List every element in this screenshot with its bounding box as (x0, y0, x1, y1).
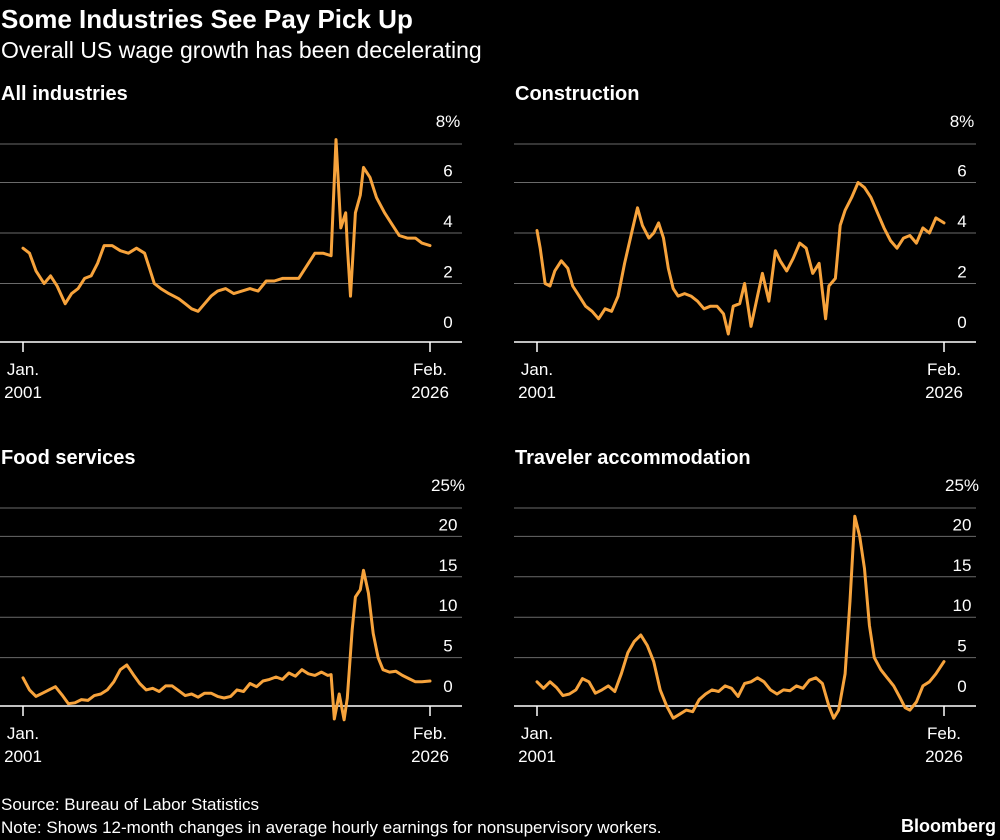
series-line (535, 181, 946, 336)
x-tick-label-year: 2026 (411, 383, 449, 402)
y-tick-label: 15 (439, 556, 458, 575)
chart-all-industries: 8% 6 4 2 0 Jan. 2001 Feb. 2026 (0, 112, 462, 402)
x-tick-label-year: 2001 (518, 383, 556, 402)
x-tick-label-month: Feb. (927, 360, 961, 379)
y-tick-label: 0 (443, 313, 452, 332)
panel-title-traveler-accommodation: Traveler accommodation (515, 447, 751, 469)
y-tick-label: 20 (953, 515, 972, 534)
y-tick-label: 10 (439, 596, 458, 615)
x-tick-label-year: 2001 (518, 747, 556, 766)
chart-construction: 8% 6 4 2 0 Jan. 2001 Feb. 2026 (514, 112, 976, 402)
y-tick-label: 5 (957, 637, 966, 656)
bloomberg-logo: Bloomberg (900, 816, 996, 836)
chart-subtitle: Overall US wage growth has been decelera… (1, 37, 482, 63)
series-line (535, 514, 946, 720)
x-tick-label-month: Feb. (927, 724, 961, 743)
y-tick-label: 20 (439, 515, 458, 534)
panel-title-all-industries: All industries (1, 83, 128, 105)
y-tick-label: 25% (431, 476, 465, 495)
panel-title-food-services: Food services (1, 447, 136, 469)
x-tick-label-year: 2026 (411, 747, 449, 766)
x-tick-label-month: Jan. (7, 724, 39, 743)
chart-traveler-accommodation: 25% 20 15 10 5 0 Jan. 2001 Feb. 2026 (514, 476, 979, 766)
x-tick-label-month: Jan. (7, 360, 39, 379)
x-tick-label-year: 2001 (4, 383, 42, 402)
x-tick-label-year: 2001 (4, 747, 42, 766)
footnote: Note: Shows 12-month changes in average … (1, 818, 662, 837)
y-tick-label: 0 (957, 677, 966, 696)
y-tick-label: 15 (953, 556, 972, 575)
chart-food-services: 25% 20 15 10 5 0 Jan. 2001 Feb. 2026 (0, 476, 465, 766)
y-tick-label: 8% (436, 112, 461, 131)
series-line (21, 568, 432, 722)
y-tick-label: 25% (945, 476, 979, 495)
y-tick-label: 0 (957, 313, 966, 332)
chart-title: Some Industries See Pay Pick Up (1, 4, 413, 34)
source-note: Source: Bureau of Labor Statistics (1, 795, 259, 814)
panel-title-construction: Construction (515, 83, 640, 105)
x-tick-label-month: Jan. (521, 360, 553, 379)
y-tick-label: 10 (953, 596, 972, 615)
x-tick-label-month: Jan. (521, 724, 553, 743)
y-tick-label: 2 (443, 263, 452, 282)
y-tick-label: 4 (957, 212, 966, 231)
x-tick-label-month: Feb. (413, 360, 447, 379)
y-tick-label: 2 (957, 263, 966, 282)
y-tick-label: 6 (443, 162, 452, 181)
y-tick-label: 6 (957, 162, 966, 181)
x-tick-label-year: 2026 (925, 383, 963, 402)
y-tick-label: 5 (443, 637, 452, 656)
series-line (21, 138, 432, 313)
y-tick-label: 8% (950, 112, 975, 131)
x-tick-label-year: 2026 (925, 747, 963, 766)
x-tick-label-month: Feb. (413, 724, 447, 743)
y-tick-label: 4 (443, 212, 452, 231)
y-tick-label: 0 (443, 677, 452, 696)
